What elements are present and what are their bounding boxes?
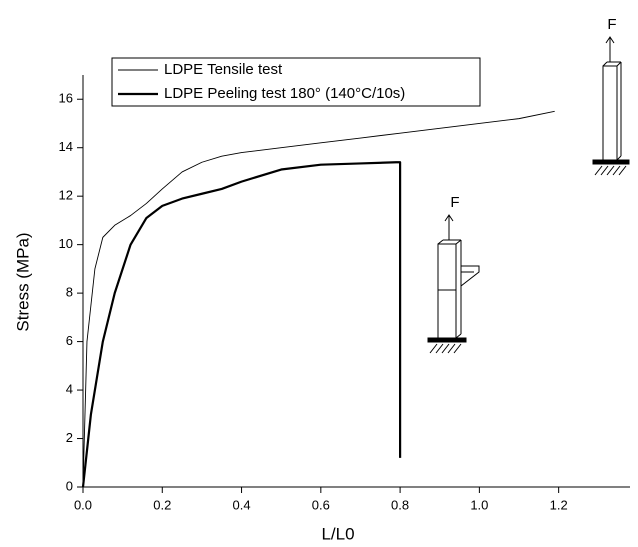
x-tick-label: 0.0: [74, 497, 92, 512]
force-label: F: [607, 16, 616, 33]
legend-label: LDPE Tensile test: [164, 61, 283, 78]
y-tick-label: 12: [59, 188, 73, 203]
y-tick-label: 2: [66, 430, 73, 445]
x-tick-label: 0.6: [312, 497, 330, 512]
legend-label: LDPE Peeling test 180° (140°C/10s): [164, 85, 405, 102]
y-tick-label: 14: [59, 139, 73, 154]
x-tick-label: 0.4: [233, 497, 251, 512]
y-tick-label: 0: [66, 478, 73, 493]
x-axis-title: L/L0: [321, 524, 354, 543]
y-tick-label: 16: [59, 91, 73, 106]
legend-box: [111, 57, 481, 107]
tensile-specimen: [592, 36, 630, 176]
y-axis-title: Stress (MPa): [13, 232, 32, 331]
x-tick-label: 0.2: [153, 497, 171, 512]
y-tick-label: 8: [66, 285, 73, 300]
series-line: [82, 110, 555, 488]
y-tick-label: 6: [66, 333, 73, 348]
x-tick-label: 1.0: [470, 497, 488, 512]
series-line: [81, 161, 402, 488]
peeling-specimen: [427, 214, 480, 354]
y-tick-label: 4: [66, 381, 73, 396]
x-tick-label: 1.2: [550, 497, 568, 512]
x-tick-label: 0.8: [391, 497, 409, 512]
force-label: F: [450, 194, 459, 211]
y-tick-label: 10: [59, 236, 73, 251]
